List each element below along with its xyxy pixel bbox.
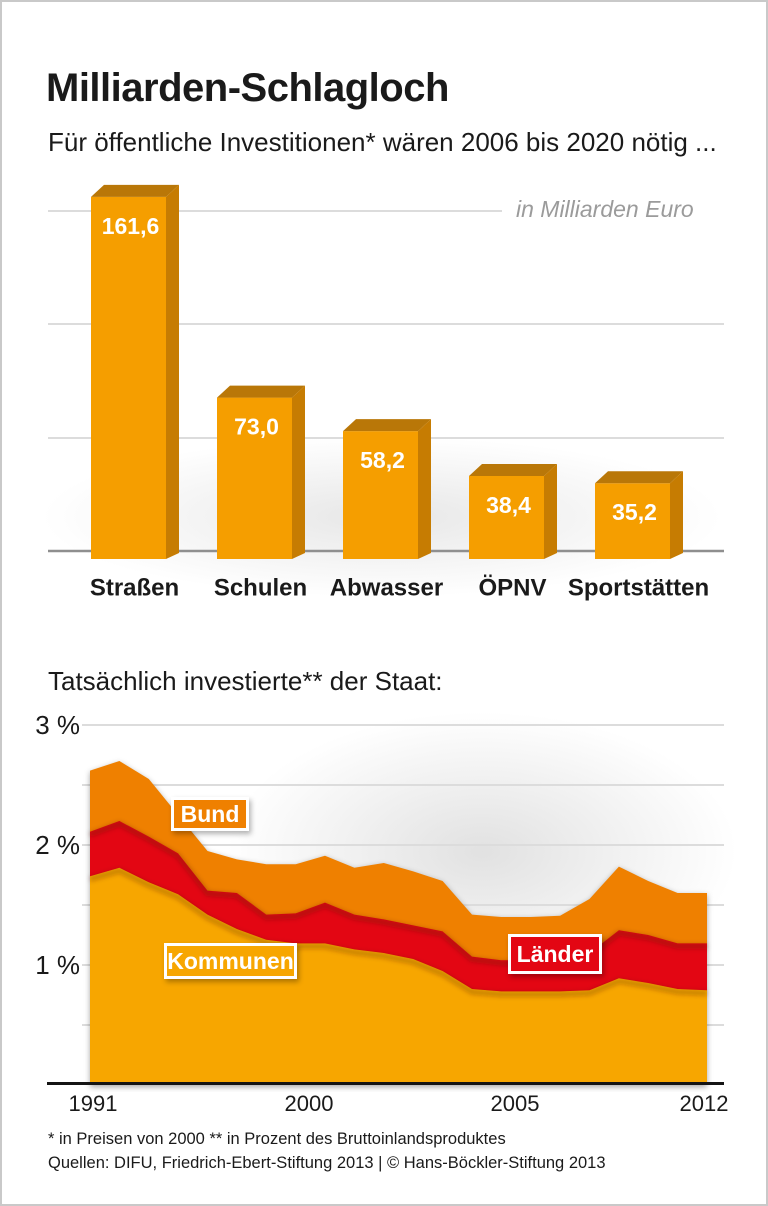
area-ytick-1pct: 1 % [35,950,80,980]
bar-strassen: 161,6 Straßen [90,184,179,602]
bar-value-label: 73,0 [234,414,279,440]
bar-side-face [544,463,557,559]
bar-category-label: Straßen [90,575,179,602]
bar-top-face [91,184,179,197]
area-ytick-2pct: 2 % [35,830,80,860]
bar-top-face [343,419,431,432]
page-title: Milliarden-Schlagloch [46,65,449,110]
layer-shadow [89,821,707,966]
bar-front-face [595,483,670,559]
bar-schulen: 73,0 Schulen [214,385,307,602]
series-label-bund: Bund [171,797,249,831]
bar-front-face [343,431,418,559]
bar-front-face [217,397,292,559]
area-chart [47,712,737,1085]
bar-chart-unit-label: in Milliarden Euro [516,196,694,222]
bar-side-face [418,419,431,559]
source-line: Quellen: DIFU, Friedrich-Ebert-Stiftung … [48,1154,606,1172]
bar-side-face [670,471,683,559]
bar-side-face [292,385,305,559]
area-ytick-3pct: 3 % [35,710,80,740]
bar-front-face [469,475,544,559]
bar-category-label: Abwasser [330,575,443,602]
bar-category-label: Schulen [214,575,307,602]
bar-value-label: 58,2 [360,447,405,473]
area-xtick-2012: 2012 [679,1091,729,1116]
area-xtick-2005: 2005 [490,1091,540,1116]
bar-abwasser: 58,2 Abwasser [330,419,443,602]
section2-heading: Tatsächlich investierte** der Staat: [48,665,443,696]
bar-category-label: Sportstätten [568,575,709,602]
bar-top-face [217,385,305,398]
bar-sportstaetten: 35,2 Sportstätten [568,471,709,602]
bar-value-label: 38,4 [486,492,531,518]
bar-top-face [595,471,683,484]
bar-value-label: 35,2 [612,499,657,525]
bar-value-label: 161,6 [102,213,160,239]
bar-side-face [166,184,179,559]
bar-category-label: ÖPNV [478,575,546,602]
footnote: * in Preisen von 2000 ** in Prozent des … [48,1130,506,1148]
layer-shadow [89,868,708,997]
bar-oepnv: 38,4 ÖPNV [469,463,557,602]
bar-chart: 161,6 Straßen 73,0 Schulen 58,2 Abwasser 38,4 Ö… [42,184,724,602]
subtitle: Für öffentliche Investitionen* wären 200… [48,127,717,157]
bar-top-face [469,463,557,476]
series-label-kommunen: Kommunen [164,943,297,979]
area-xtick-1991: 1991 [68,1091,118,1116]
bar-front-face [91,196,166,559]
area-kommunen [90,867,707,1085]
area-xtick-2000: 2000 [284,1091,334,1116]
series-label-laender: Länder [508,934,602,974]
